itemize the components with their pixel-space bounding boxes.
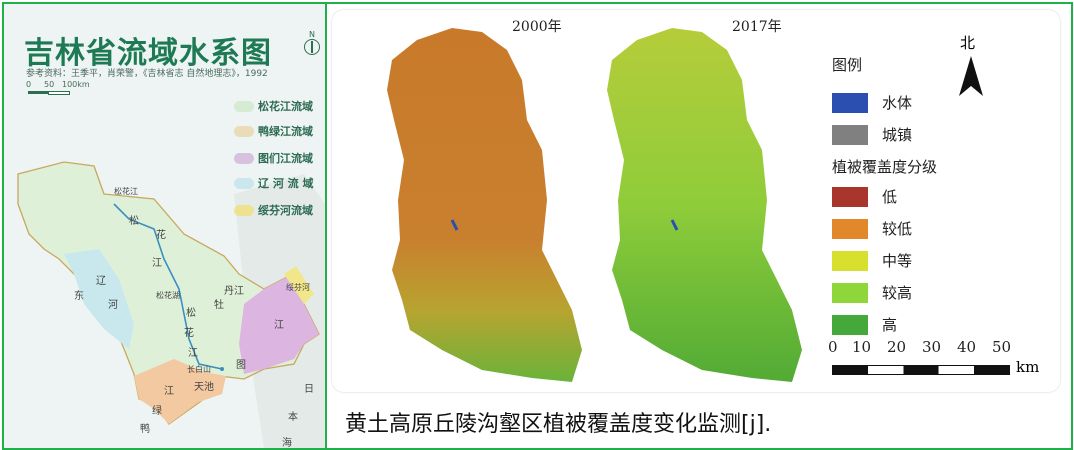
legend-item: 中等 [832,250,912,271]
legend-swatch [234,177,254,189]
legend-item: 辽 河 流 域 [234,175,314,191]
caption: 黄土高原丘陵沟壑区植被覆盖度变化监测[j]. [345,412,772,437]
year-2000-label: 2000年 [512,19,562,35]
map-2000 [387,28,582,382]
vegetation-maps: 2000年 2017年 北 图例 水体 城镇 植被覆盖度分级 低 较低 中等 较… [332,10,1060,392]
legend-swatch [832,250,868,271]
legend-item: 图们江流域 [234,150,313,166]
map-label: 绥芬河 [286,283,310,292]
legend-item: 较高 [832,282,912,303]
map-label: 松 [186,308,196,319]
legend-swatch [234,100,254,112]
legend-swatch [832,186,868,207]
legend-swatch [234,125,254,137]
legend-item: 较低 [832,218,912,239]
vegetation-map-panel: 2000年 2017年 北 图例 水体 城镇 植被覆盖度分级 低 较低 中等 较… [325,2,1073,450]
legend-swatch [832,124,868,145]
legend-item: 松花江流域 [234,98,313,114]
legend-swatch [832,218,868,239]
map-label: 江 [152,258,162,269]
scale-tick: 40 [957,338,977,356]
map-label: 天池 [194,382,214,393]
legend-item: 低 [832,186,897,207]
map-label: 花 [184,328,194,339]
legend-item: 鸭绿江流域 [234,123,313,139]
map-label: 鸭 [140,424,150,435]
vegetation-raster-maps [387,28,802,382]
legend-item: 绥芬河流域 [234,202,313,218]
legend-item: 高 [832,314,897,335]
jilin-watershed-map-panel: 吉林省流域水系图 参考资料：王季平，肖荣警，《吉林省志 自然地理志》，1992 … [2,2,327,450]
scale-tick: 10 [852,338,872,356]
legend-item: 城镇 [832,124,912,145]
map-label: 江 [164,386,174,397]
map-label: 本 [288,412,298,423]
scale-tick: 0 [828,338,838,356]
scale-label: 0 [26,80,32,89]
map-label: 河 [108,300,118,311]
map-2017 [607,28,802,382]
legend-group-title: 植被覆盖度分级 [832,158,938,176]
legend-title: 图例 [832,56,863,74]
scale-label: 50 [44,80,55,89]
map-label: 日 [304,384,314,395]
map-label: 江 [274,320,284,331]
north-label: 北 [960,34,976,52]
scale-bar [832,365,1010,375]
jilin-province-map [17,161,325,448]
map-label: 绿 [152,406,162,417]
map-label: 花 [156,230,166,241]
map-label: 海 [282,438,292,449]
scale-tick: 20 [887,338,907,356]
legend-swatch [234,204,254,216]
map-label: 辽 [96,276,106,287]
map-label: 东 [74,291,84,302]
map-title: 吉林省流域水系图 [24,36,272,71]
map-reference: 参考资料：王季平，肖荣警，《吉林省志 自然地理志》，1992 [26,69,268,79]
map-label: 长白山 [187,365,211,374]
map-label: 松花江 [114,187,138,196]
map-label: 丹江 [224,286,244,297]
map-label: 松 [129,216,139,227]
legend-swatch [234,152,254,164]
map-label: 图 [236,360,246,371]
map-label: 牡 [214,300,224,311]
north-arrow-icon: N [304,30,320,58]
scale-tick: 30 [922,338,942,356]
scale-bar-segment [48,91,70,95]
legend-swatch [832,314,868,335]
legend-swatch [832,282,868,303]
legend-swatch [832,92,868,113]
legend-item: 水体 [832,92,912,113]
north-arrow-icon [959,56,983,96]
map-label: 江 [188,348,198,359]
scale-tick: 50 [992,338,1012,356]
map-label: 松花湖 [156,291,180,300]
year-2017-label: 2017年 [732,19,782,35]
scale-unit: km [1016,358,1040,376]
scale-label: 100km [62,80,90,89]
